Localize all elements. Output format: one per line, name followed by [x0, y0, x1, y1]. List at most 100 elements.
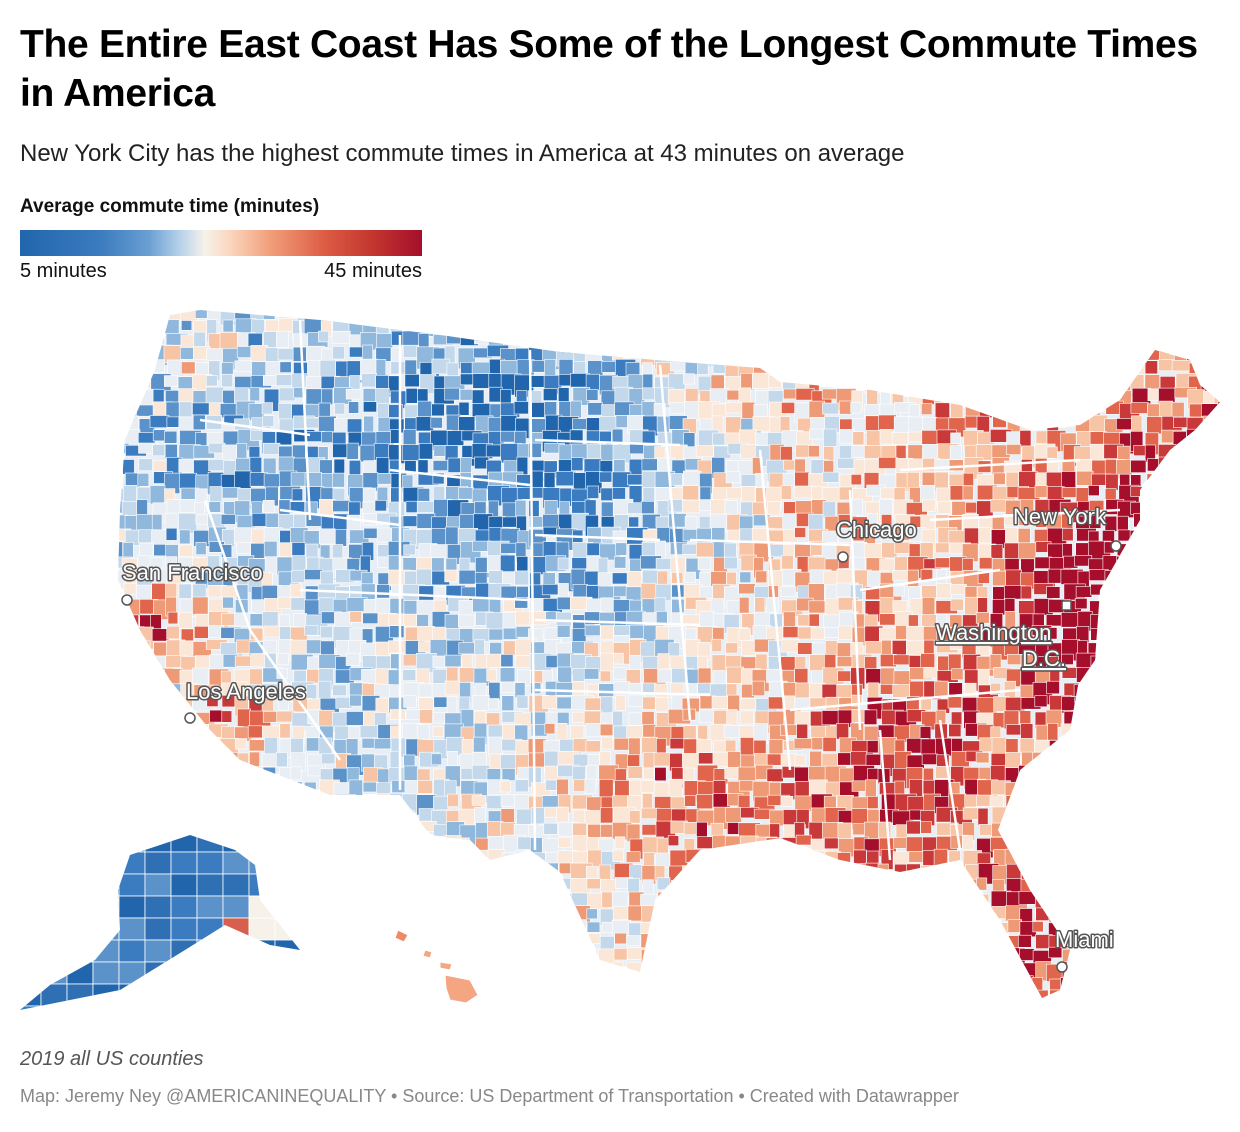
county-cell — [1203, 920, 1218, 939]
county-cell — [416, 962, 428, 980]
county-cell — [1017, 403, 1040, 420]
borough-cell — [301, 1006, 327, 1025]
county-cell — [304, 949, 322, 967]
county-cell — [908, 880, 926, 897]
county-cell — [738, 596, 750, 614]
county-cell — [1049, 779, 1061, 799]
county-cell — [1171, 360, 1192, 372]
county-cell — [118, 639, 133, 660]
borough-cell — [170, 895, 198, 919]
county-cell — [600, 652, 615, 672]
county-cell — [432, 991, 444, 998]
county-cell — [710, 851, 734, 867]
county-cell — [880, 361, 901, 376]
county-cell — [404, 977, 418, 990]
county-cell — [415, 920, 430, 939]
county-cell — [601, 736, 614, 750]
county-cell — [825, 375, 840, 387]
county-cell — [849, 978, 870, 998]
county-cell — [1200, 754, 1218, 774]
county-cell — [725, 402, 743, 414]
county-cell — [948, 878, 965, 891]
borough-cell — [20, 939, 42, 963]
county-cell — [278, 513, 295, 530]
county-cell — [640, 310, 655, 323]
county-cell — [951, 668, 964, 681]
county-cell — [346, 932, 360, 949]
county-cell — [1175, 530, 1192, 542]
county-cell — [880, 876, 900, 898]
county-cell — [935, 962, 951, 984]
county-cell — [937, 934, 955, 955]
county-cell — [1047, 850, 1067, 867]
county-cell — [263, 820, 282, 834]
county-cell — [1073, 976, 1093, 992]
county-cell — [1076, 906, 1092, 927]
city-label: San Francisco — [122, 560, 263, 585]
county-cell — [741, 964, 753, 979]
county-cell — [515, 933, 537, 952]
county-cell — [992, 389, 1007, 403]
borough-cell — [248, 873, 276, 897]
borough-cell — [144, 835, 172, 853]
county-cell — [739, 710, 754, 725]
county-cell — [1217, 373, 1220, 385]
county-cell — [1215, 809, 1220, 833]
county-cell — [880, 347, 903, 369]
county-cell — [866, 513, 878, 524]
county-cell — [655, 333, 676, 353]
county-cell — [151, 820, 171, 832]
county-cell — [123, 485, 137, 504]
county-cell — [614, 331, 631, 352]
county-cell — [1173, 446, 1190, 468]
county-cell — [906, 472, 920, 490]
county-cell — [319, 921, 334, 933]
county-cell — [1060, 808, 1072, 828]
county-cell — [139, 725, 154, 740]
county-cell — [558, 934, 573, 949]
county-cell — [248, 820, 263, 832]
county-cell — [794, 754, 806, 766]
county-cell — [1018, 542, 1037, 562]
county-cell — [1188, 583, 1210, 604]
county-cell — [961, 697, 980, 713]
county-cell — [150, 712, 174, 735]
county-cell — [1188, 499, 1208, 523]
county-cell — [839, 974, 855, 997]
county-cell — [1186, 555, 1202, 578]
county-cell — [1047, 806, 1062, 825]
county-cell — [1116, 809, 1135, 828]
county-cell — [697, 906, 718, 928]
county-cell — [1116, 344, 1134, 362]
county-cell — [387, 992, 409, 998]
county-cell — [1187, 694, 1210, 717]
county-cell — [447, 865, 460, 881]
county-cell — [656, 877, 671, 891]
county-cell — [234, 470, 252, 490]
borough-cell — [66, 1005, 94, 1010]
county-cell — [654, 597, 666, 613]
county-cell — [544, 880, 555, 894]
city-marker — [184, 712, 196, 724]
county-cell — [1074, 822, 1090, 839]
county-cell — [486, 934, 504, 948]
county-cell — [417, 1006, 435, 1026]
county-cell — [794, 862, 814, 880]
county-cell — [1048, 754, 1061, 769]
county-cell — [377, 877, 398, 897]
county-cell — [1203, 613, 1220, 633]
county-cell — [1187, 780, 1202, 798]
county-cell — [824, 865, 844, 887]
county-cell — [838, 625, 853, 640]
county-cell — [711, 345, 725, 366]
county-cell — [375, 960, 389, 979]
county-cell — [793, 310, 811, 328]
county-cell — [234, 793, 252, 815]
county-cell — [1200, 794, 1217, 811]
county-cell — [825, 880, 846, 895]
county-cell — [920, 906, 937, 923]
county-cell — [445, 919, 468, 940]
county-cell — [810, 627, 825, 640]
county-cell — [669, 849, 689, 868]
county-cell — [403, 865, 422, 885]
